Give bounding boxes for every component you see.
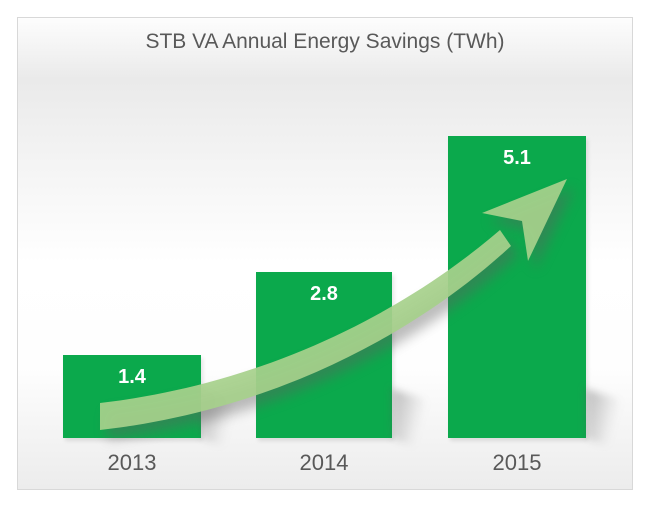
chart-title: STB VA Annual Energy Savings (TWh) [145, 30, 505, 53]
bar-value-label: 1.4 [118, 366, 146, 388]
x-axis-category-label: 2013 [107, 450, 157, 475]
bar-value-label: 5.1 [503, 147, 531, 169]
bar: 5.1 [448, 136, 630, 452]
bar: 2.8 [256, 272, 436, 452]
x-axis-category-label: 2015 [492, 450, 542, 475]
bar: 1.4 [63, 355, 245, 452]
x-axis-category-label: 2014 [299, 450, 349, 475]
bar-value-label: 2.8 [310, 283, 338, 305]
